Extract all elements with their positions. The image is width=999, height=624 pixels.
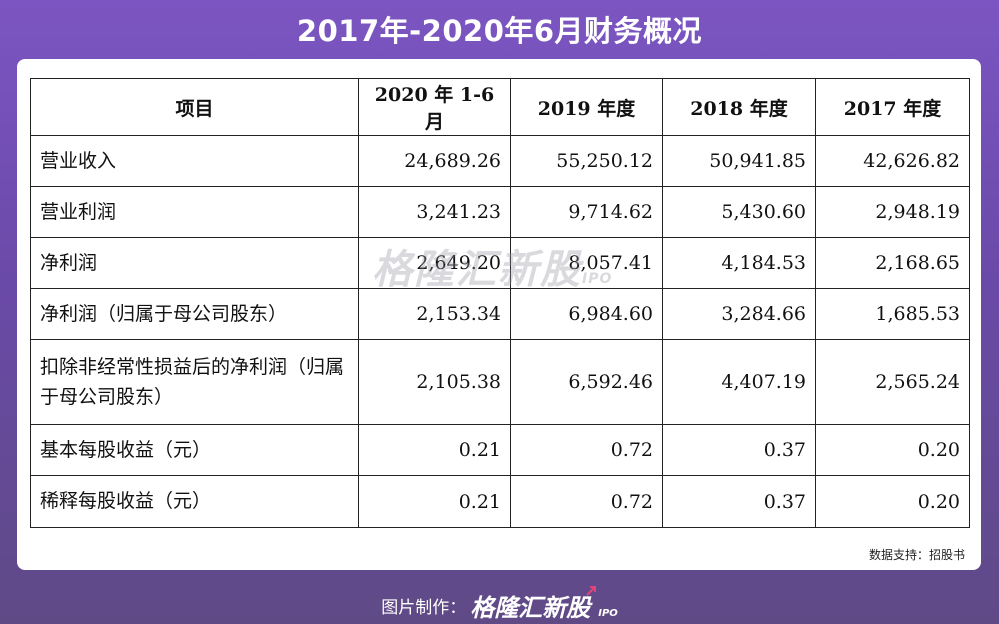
row-label: 基本每股收益（元）	[30, 424, 359, 476]
cell-value: 3,241.23	[358, 186, 511, 238]
table-row: 净利润（归属于母公司股东） 2,153.34 6,984.60 3,284.66…	[30, 288, 970, 340]
column-header-2019: 2019 年度	[510, 78, 663, 136]
row-label: 营业利润	[30, 186, 359, 238]
row-label: 净利润（归属于母公司股东）	[30, 288, 359, 340]
cell-value: 2,649.20	[358, 237, 511, 289]
table-row: 基本每股收益（元） 0.21 0.72 0.37 0.20	[30, 424, 970, 476]
row-label: 净利润	[30, 237, 359, 289]
cell-value: 0.72	[510, 424, 663, 476]
row-label: 扣除非经常性损益后的净利润（归属于母公司股东）	[30, 339, 359, 425]
cell-value: 0.21	[358, 424, 511, 476]
footer-label: 图片制作：	[381, 598, 467, 618]
cell-value: 1,685.53	[815, 288, 970, 340]
cell-value: 0.37	[662, 424, 816, 476]
cell-value: 0.72	[510, 475, 663, 528]
cell-value: 2,168.65	[815, 237, 970, 289]
column-header-2018: 2018 年度	[662, 78, 816, 136]
cell-value: 0.20	[815, 424, 970, 476]
footer-brand-sub: IPO	[598, 608, 618, 619]
table-row: 稀释每股收益（元） 0.21 0.72 0.37 0.20	[30, 475, 970, 528]
cell-value: 0.37	[662, 475, 816, 528]
cell-value: 2,948.19	[815, 186, 970, 238]
table-row: 扣除非经常性损益后的净利润（归属于母公司股东） 2,105.38 6,592.4…	[30, 339, 970, 425]
cell-value: 55,250.12	[510, 135, 663, 187]
cell-value: 50,941.85	[662, 135, 816, 187]
column-header-2017: 2017 年度	[815, 78, 970, 136]
table-row: 营业利润 3,241.23 9,714.62 5,430.60 2,948.19	[30, 186, 970, 238]
cell-value: 5,430.60	[662, 186, 816, 238]
footer-brand: 格隆汇新股	[470, 594, 591, 622]
cell-value: 42,626.82	[815, 135, 970, 187]
cell-value: 4,184.53	[662, 237, 816, 289]
table-row: 净利润 2,649.20 8,057.41 4,184.53 2,168.65	[30, 237, 970, 289]
column-header-2020h1: 2020 年 1-6 月	[358, 78, 511, 136]
table-row: 营业收入 24,689.26 55,250.12 50,941.85 42,62…	[30, 135, 970, 187]
row-label: 稀释每股收益（元）	[30, 475, 359, 528]
footer-credit: 图片制作： 格隆汇新股 IPO	[0, 586, 999, 623]
cell-value: 24,689.26	[358, 135, 511, 187]
cell-value: 6,984.60	[510, 288, 663, 340]
cell-value: 0.21	[358, 475, 511, 528]
cell-value: 2,105.38	[358, 339, 511, 425]
cell-value: 0.20	[815, 475, 970, 528]
data-source-note: 数据支持：招股书	[868, 548, 965, 562]
column-header-item: 项目	[30, 78, 359, 136]
cell-value: 8,057.41	[510, 237, 663, 289]
cell-value: 9,714.62	[510, 186, 663, 238]
page-title: 2017年-2020年6月财务概况	[296, 14, 703, 48]
arrow-icon	[586, 586, 597, 596]
financial-table: 项目 2020 年 1-6 月 2019 年度 2018 年度 2017 年度 …	[30, 78, 970, 528]
cell-value: 3,284.66	[662, 288, 816, 340]
row-label: 营业收入	[30, 135, 359, 187]
cell-value: 4,407.19	[662, 339, 816, 425]
table-header-row: 项目 2020 年 1-6 月 2019 年度 2018 年度 2017 年度	[30, 78, 970, 136]
cell-value: 6,592.46	[510, 339, 663, 425]
table-card: 项目 2020 年 1-6 月 2019 年度 2018 年度 2017 年度 …	[17, 59, 981, 570]
cell-value: 2,153.34	[358, 288, 511, 340]
cell-value: 2,565.24	[815, 339, 970, 425]
